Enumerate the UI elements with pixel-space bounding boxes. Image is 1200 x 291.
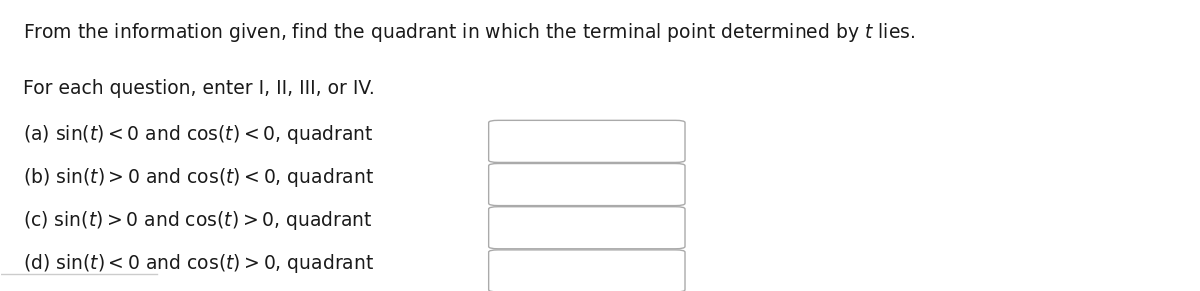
Text: (c) $\sin(t) > 0$ and $\cos(t) > 0$, quadrant: (c) $\sin(t) > 0$ and $\cos(t) > 0$, qua… <box>23 209 372 232</box>
FancyBboxPatch shape <box>488 207 685 249</box>
FancyBboxPatch shape <box>488 120 685 162</box>
FancyBboxPatch shape <box>488 164 685 206</box>
Text: (d) $\sin(t) < 0$ and $\cos(t) > 0$, quadrant: (d) $\sin(t) < 0$ and $\cos(t) > 0$, qua… <box>23 252 374 275</box>
Text: (a) $\sin(t) < 0$ and $\cos(t) < 0$, quadrant: (a) $\sin(t) < 0$ and $\cos(t) < 0$, qua… <box>23 123 373 146</box>
Text: (b) $\sin(t) > 0$ and $\cos(t) < 0$, quadrant: (b) $\sin(t) > 0$ and $\cos(t) < 0$, qua… <box>23 166 374 189</box>
Text: From the information given, find the quadrant in which the terminal point determ: From the information given, find the qua… <box>23 21 916 44</box>
Text: For each question, enter I, II, III, or IV.: For each question, enter I, II, III, or … <box>23 79 374 98</box>
FancyBboxPatch shape <box>488 250 685 291</box>
